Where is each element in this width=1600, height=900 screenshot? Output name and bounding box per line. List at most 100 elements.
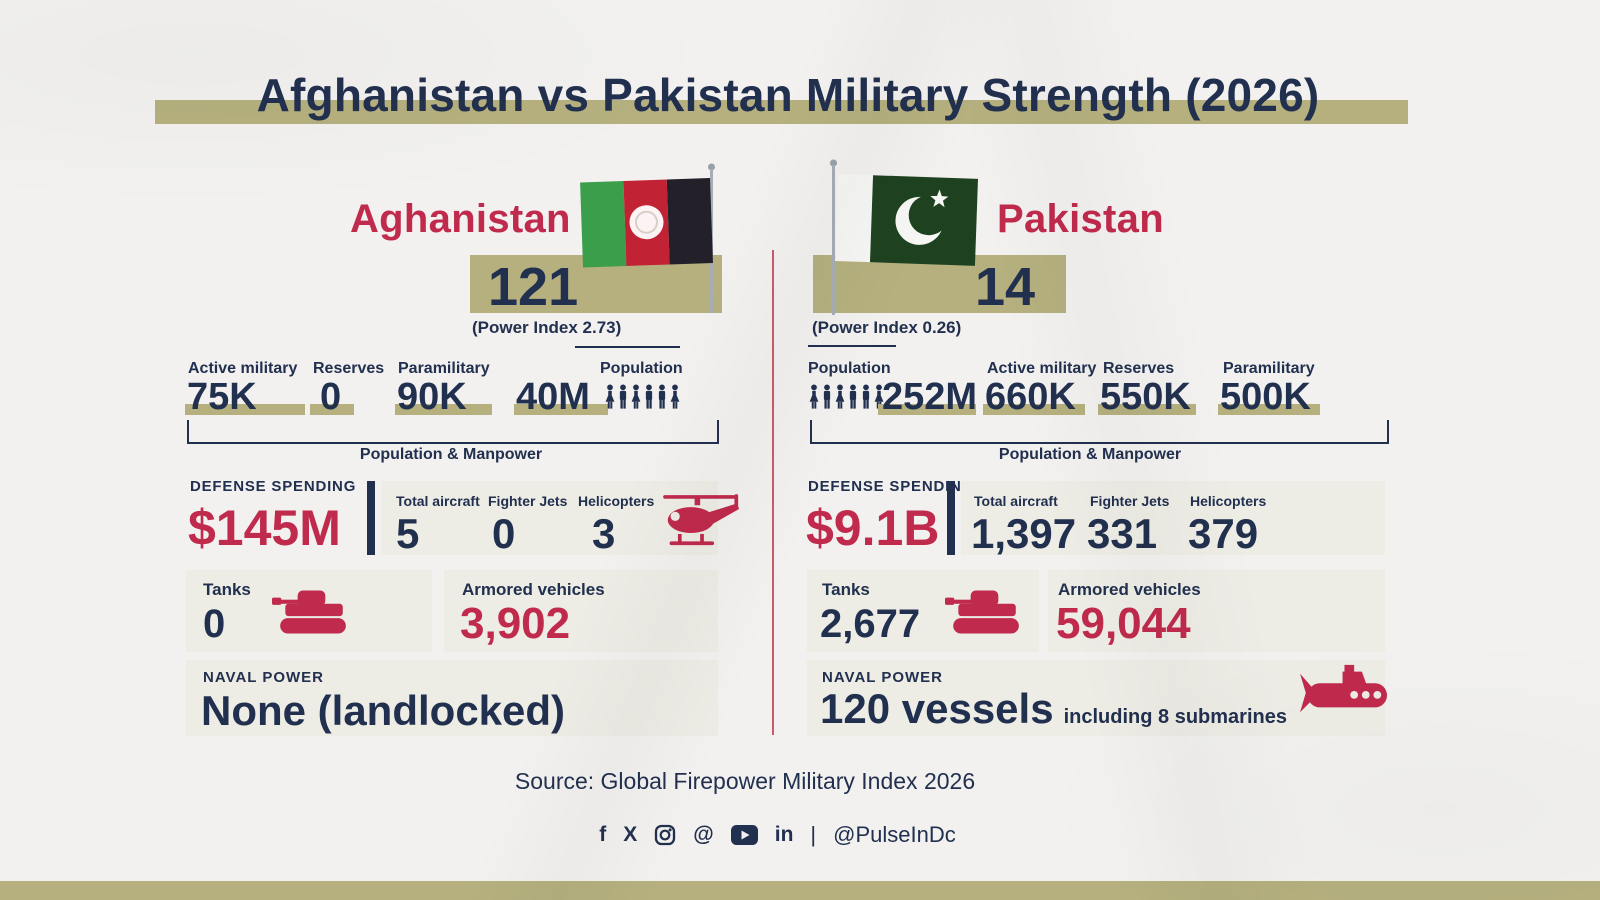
pak-armored-label: Armored vehicles: [1058, 580, 1201, 599]
afg-active-military-label: Active military: [188, 360, 298, 377]
person-icon: [823, 384, 831, 409]
person-icon: [670, 384, 680, 409]
pakistan-power-index: (Power Index 0.26): [812, 318, 962, 337]
page-title: Afghanistan vs Pakistan Military Strengt…: [256, 69, 1320, 121]
pak-aircraft-panel: [961, 481, 1385, 555]
tank-icon: [272, 590, 346, 634]
pak-naval-label: NAVAL POWER: [822, 669, 944, 686]
social-handle: @PulseInDc: [833, 822, 956, 847]
highlight-bar: [1218, 404, 1320, 415]
afg-aircraft-panel: [381, 481, 718, 555]
pak-defense-spending-value: $9.1B: [806, 500, 940, 556]
pak-defense-spending-label: DEFENSE SPENDING: [808, 478, 975, 495]
pak-active-military-value: 660K: [985, 376, 1076, 418]
pak-fighter-jets-label: Fighter Jets: [1090, 493, 1170, 509]
afghanistan-power-index: (Power Index 2.73): [472, 318, 622, 337]
highlight-bar: [878, 404, 976, 415]
afg-population-value: 40M: [516, 376, 590, 418]
afg-helicopters-value: 3: [592, 510, 616, 557]
pak-tanks-value: 2,677: [820, 602, 921, 646]
afg-paramilitary-value: 90K: [397, 376, 467, 418]
afg-total-aircraft-value: 5: [396, 510, 420, 557]
afg-fighter-jets-value: 0: [492, 510, 516, 557]
pak-total-aircraft-value: 1,397: [971, 510, 1077, 557]
afg-manpower-caption: Population & Manpower: [359, 446, 543, 463]
pak-reserves-value: 550K: [1100, 376, 1191, 418]
population-people-icons: [604, 380, 681, 414]
person-icon: [605, 384, 615, 409]
highlight-bar: [395, 404, 492, 415]
pak-naval-value: 120 vessels: [820, 685, 1054, 732]
tank-icon: [945, 590, 1019, 634]
afghanistan-flag-icon: [580, 163, 715, 313]
highlight-bar: [185, 404, 305, 415]
pak-population-value: 252M: [882, 376, 978, 418]
person-icon: [658, 384, 666, 409]
afg-paramilitary-label: Paramilitary: [398, 360, 490, 377]
highlight-bar: [310, 404, 354, 415]
title-highlight-bar: [155, 100, 1408, 124]
submarine-icon: [1300, 664, 1388, 713]
pak-helicopters-label: Helicopters: [1190, 493, 1267, 509]
population-overline: [575, 346, 680, 348]
person-icon: [849, 384, 857, 409]
population-overline: [808, 345, 896, 347]
x-twitter-icon: X: [623, 823, 638, 846]
person-icon: [619, 384, 627, 409]
person-icon: [835, 384, 845, 409]
divider-bar: [367, 481, 375, 555]
separator: |: [810, 822, 817, 847]
afg-naval-panel: [186, 660, 718, 736]
pakistan-rank: 14: [975, 257, 1036, 317]
pak-active-military-label: Active military: [987, 360, 1097, 377]
person-icon: [631, 384, 641, 409]
pakistan-rank-block: [813, 255, 1066, 313]
afg-defense-spending-value: $145M: [188, 500, 341, 556]
divider-bar: [947, 481, 955, 555]
pak-tanks-label: Tanks: [822, 580, 870, 599]
afg-reserves-label: Reserves: [313, 360, 385, 377]
linkedin-icon: in: [774, 823, 794, 846]
youtube-icon: [730, 825, 758, 845]
highlight-bar: [983, 404, 1085, 415]
instagram-icon: [655, 824, 676, 846]
afg-naval-value: None (landlocked): [201, 687, 566, 734]
social-icons-row: f X @ in | @PulseInDc: [0, 822, 1555, 848]
highlight-bar: [1098, 404, 1196, 415]
afg-armored-label: Armored vehicles: [462, 580, 605, 599]
pakistan-name: Pakistan: [997, 197, 1164, 241]
helicopter-icon: [663, 494, 740, 546]
person-icon: [645, 384, 653, 409]
afg-defense-spending-label: DEFENSE SPENDING: [190, 478, 357, 495]
afg-tanks-label: Tanks: [203, 580, 251, 599]
afg-population-label: Population: [600, 360, 683, 377]
pak-population-label: Population: [808, 360, 891, 377]
afg-armored-panel: [444, 570, 718, 652]
pak-naval-note: including 8 submarines: [1063, 706, 1287, 728]
pak-naval-panel: [807, 660, 1385, 736]
facebook-icon: f: [599, 823, 607, 846]
afghanistan-rank: 121: [488, 257, 579, 317]
afg-naval-label: NAVAL POWER: [203, 669, 325, 686]
bottom-accent-band: [0, 881, 1600, 900]
person-icon: [809, 384, 819, 409]
afg-helicopters-label: Helicopters: [578, 493, 655, 509]
person-icon: [862, 384, 870, 409]
pak-manpower-bracket: [810, 420, 1389, 444]
population-people-icons: [808, 380, 885, 414]
afg-reserves-value: 0: [320, 376, 342, 418]
pakistan-flag-icon: [830, 159, 978, 315]
pak-armored-value: 59,044: [1056, 599, 1191, 648]
afg-armored-value: 3,902: [460, 599, 571, 648]
afg-tanks-value: 0: [203, 602, 226, 646]
pak-helicopters-value: 379: [1188, 510, 1259, 557]
pak-armored-panel: [1048, 570, 1385, 652]
pak-paramilitary-label: Paramilitary: [1223, 360, 1315, 377]
afg-manpower-bracket: [187, 420, 719, 444]
threads-icon: @: [693, 823, 714, 846]
pak-total-aircraft-label: Total aircraft: [974, 493, 1058, 509]
pak-paramilitary-value: 500K: [1220, 376, 1311, 418]
afg-fighter-jets-label: Fighter Jets: [488, 493, 568, 509]
afghanistan-name: Aghanistan: [350, 197, 571, 241]
